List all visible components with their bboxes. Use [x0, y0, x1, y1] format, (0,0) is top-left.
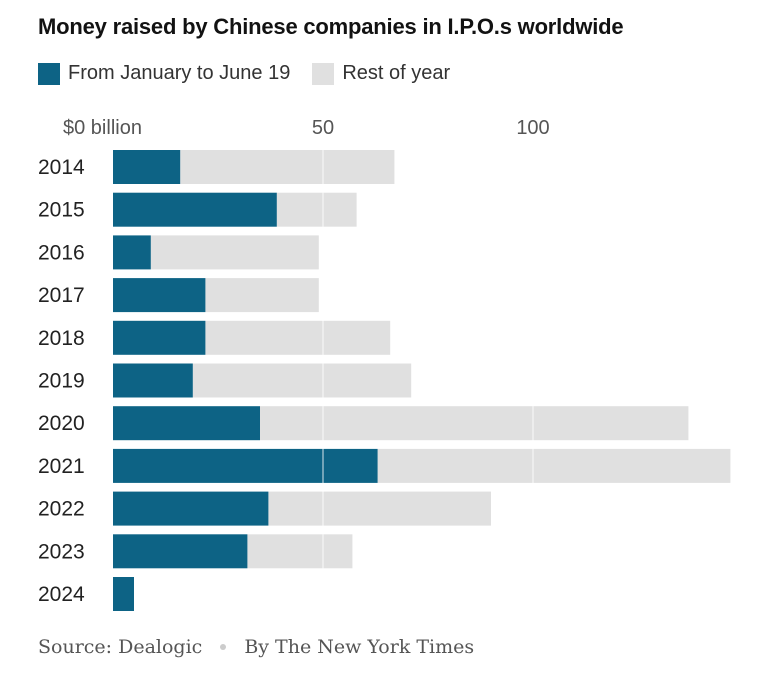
bar-rest-of-year — [192, 363, 412, 398]
bar-first-half — [113, 278, 206, 313]
y-category-label: 2020 — [38, 412, 85, 435]
x-tick-label: 100 — [516, 117, 549, 139]
bar-first-half — [113, 577, 134, 611]
y-category-label: 2018 — [38, 327, 85, 350]
separator-dot — [220, 644, 227, 650]
bar-rest-of-year — [247, 534, 353, 569]
bar-rest-of-year — [150, 235, 319, 270]
x-tick-label: 50 — [312, 117, 334, 139]
legend-swatch-first-half — [38, 62, 60, 85]
bar-first-half — [113, 363, 193, 398]
legend-item-first-half: From January to June 19 — [38, 62, 290, 85]
bar-rest-of-year — [377, 448, 731, 483]
bar-rest-of-year — [268, 491, 491, 526]
bar-rest-of-year — [205, 320, 391, 355]
chart-title: Money raised by Chinese companies in I.P… — [38, 14, 624, 39]
source-text: Source: Dealogic — [38, 636, 203, 658]
y-category-label: 2022 — [38, 498, 85, 521]
bar-first-half — [113, 534, 248, 569]
legend-label-first-half: From January to June 19 — [68, 62, 291, 84]
legend-swatch-rest-of-year — [312, 62, 335, 85]
y-category-label: 2015 — [38, 199, 85, 222]
bar-first-half — [113, 320, 206, 355]
bar-rest-of-year — [276, 192, 357, 227]
y-category-label: 2017 — [38, 284, 85, 307]
y-category-label: 2021 — [38, 455, 85, 478]
bar-first-half — [113, 491, 269, 526]
x-tick-label: $0 billion — [63, 117, 142, 139]
footer: Source: Dealogic By The New York Times — [38, 636, 474, 658]
y-category-label: 2014 — [38, 156, 85, 179]
bar-first-half — [113, 448, 378, 483]
bar-first-half — [113, 150, 181, 184]
bar-rest-of-year — [180, 150, 395, 184]
bar-chart: $0 billion 50 100 2014 2015 2016 2017 2018 2019 2… — [38, 117, 731, 620]
y-category-label: 2019 — [38, 370, 85, 393]
legend-label-rest-of-year: Rest of year — [342, 62, 451, 84]
y-category-label: 2024 — [38, 583, 85, 606]
bar-rest-of-year — [205, 278, 319, 313]
bar-first-half — [113, 406, 260, 441]
credit-text: By The New York Times — [244, 636, 475, 658]
bar-first-half — [113, 235, 151, 270]
y-category-label: 2016 — [38, 241, 85, 264]
y-category-label: 2023 — [38, 540, 85, 563]
legend: From January to June 19 Rest of year — [38, 62, 472, 85]
bar-first-half — [113, 192, 277, 227]
bar-rest-of-year — [260, 406, 689, 441]
legend-item-rest-of-year: Rest of year — [312, 62, 450, 85]
